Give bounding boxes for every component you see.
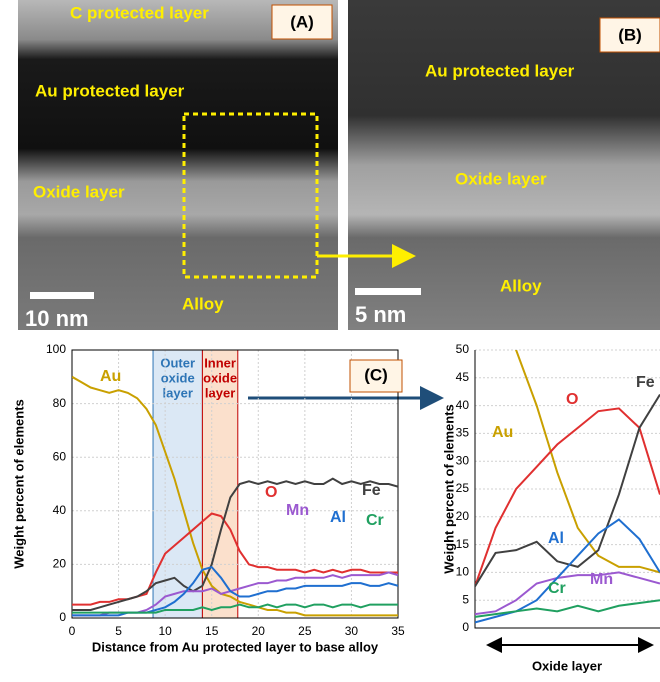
x-axis-label: Oxide layer — [532, 658, 602, 673]
series-label: Fe — [636, 374, 655, 391]
y-tick-label: 45 — [456, 370, 470, 384]
region-label: oxide — [203, 370, 237, 385]
series-label: Al — [330, 509, 346, 526]
x-tick-label: 10 — [158, 624, 172, 638]
layer-label: Oxide layer — [33, 182, 125, 201]
y-tick-label: 15 — [456, 537, 470, 551]
panel-label: (A) — [290, 12, 314, 31]
series-label: O — [566, 391, 578, 408]
x-tick-label: 35 — [391, 624, 405, 638]
layer-label: Alloy — [500, 276, 542, 295]
y-axis-label: Weight percent of elements — [11, 399, 26, 569]
region-label: Inner — [204, 355, 236, 370]
y-tick-label: 5 — [462, 592, 469, 606]
scale-label: 5 nm — [355, 302, 406, 327]
y-tick-label: 50 — [456, 342, 470, 356]
y-tick-label: 60 — [53, 449, 67, 463]
y-tick-label: 40 — [456, 398, 470, 412]
y-axis-label: Weight percent of elements — [441, 404, 456, 574]
y-tick-label: 100 — [46, 342, 66, 356]
y-tick-label: 30 — [456, 453, 470, 467]
region-label: layer — [205, 385, 235, 400]
x-tick-label: 20 — [252, 624, 266, 638]
series-label: Mn — [286, 502, 309, 519]
scale-bar — [355, 288, 421, 295]
y-tick-label: 40 — [53, 503, 67, 517]
region-label: layer — [163, 385, 193, 400]
layer-label: Oxide layer — [455, 169, 547, 188]
x-tick-label: 0 — [69, 624, 76, 638]
scale-bar — [30, 292, 94, 299]
x-axis-label: Distance from Au protected layer to base… — [92, 639, 379, 654]
layer-label: Au protected layer — [425, 61, 575, 80]
x-tick-label: 30 — [345, 624, 359, 638]
region-label: oxide — [161, 370, 195, 385]
panel-label: (B) — [618, 25, 642, 44]
tem-image-a — [18, 0, 338, 330]
x-tick-label: 5 — [115, 624, 122, 638]
series-label: Au — [492, 424, 513, 441]
layer-label: Au protected layer — [35, 81, 185, 100]
series-label: Cr — [366, 512, 384, 529]
series-label: Au — [100, 368, 121, 385]
series-label: Cr — [548, 580, 566, 597]
series-label: Al — [548, 530, 564, 547]
series-label: O — [265, 484, 277, 501]
x-tick-label: 25 — [298, 624, 312, 638]
y-tick-label: 0 — [462, 620, 469, 634]
series-label: Mn — [590, 571, 613, 588]
y-tick-label: 25 — [456, 481, 470, 495]
y-tick-label: 80 — [53, 396, 67, 410]
series-label: Fe — [362, 482, 381, 499]
layer-label: C protected layer — [70, 3, 209, 22]
figure: (A) C protected layer Au protected layer… — [0, 0, 660, 677]
x-tick-label: 15 — [205, 624, 219, 638]
layer-label: Alloy — [182, 294, 224, 313]
scale-label: 10 nm — [25, 306, 89, 331]
y-tick-label: 10 — [456, 565, 470, 579]
y-tick-label: 35 — [456, 426, 470, 440]
panel-label: (C) — [364, 365, 388, 384]
y-tick-label: 20 — [456, 509, 470, 523]
y-tick-label: 0 — [59, 610, 66, 624]
y-tick-label: 20 — [53, 557, 67, 571]
